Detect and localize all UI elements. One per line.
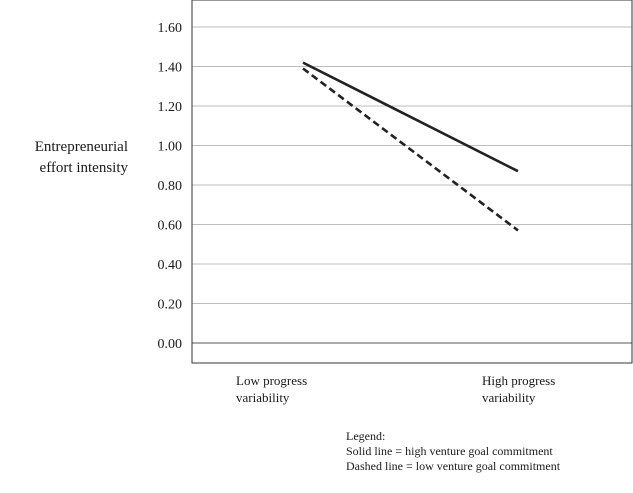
legend-entry-solid: Solid line = high venture goal commitmen… (346, 444, 560, 459)
gridlines (192, 27, 632, 343)
y-tick-label: 0.60 (158, 219, 183, 234)
plot-area-frame (192, 0, 632, 363)
series-line-solid (303, 63, 518, 172)
y-tick-label: 0.00 (158, 337, 183, 352)
y-tick-label: 1.20 (158, 100, 183, 115)
series-line-dashed (303, 69, 518, 231)
legend: Legend: Solid line = high venture goal c… (346, 429, 560, 474)
legend-title: Legend: (346, 429, 560, 444)
series (303, 62, 518, 230)
y-tick-labels: 0.00 0.20 0.40 0.60 0.80 1.00 1.20 1.40 1.60 (158, 21, 183, 352)
y-tick-label: 0.80 (158, 179, 183, 194)
y-tick-label: 1.00 (158, 140, 183, 155)
legend-entry-dashed: Dashed line = low venture goal commitmen… (346, 459, 560, 474)
y-tick-label: 0.20 (158, 298, 183, 313)
y-tick-label: 1.40 (158, 61, 183, 76)
y-tick-label: 0.40 (158, 258, 183, 273)
y-tick-label: 1.60 (158, 21, 183, 36)
